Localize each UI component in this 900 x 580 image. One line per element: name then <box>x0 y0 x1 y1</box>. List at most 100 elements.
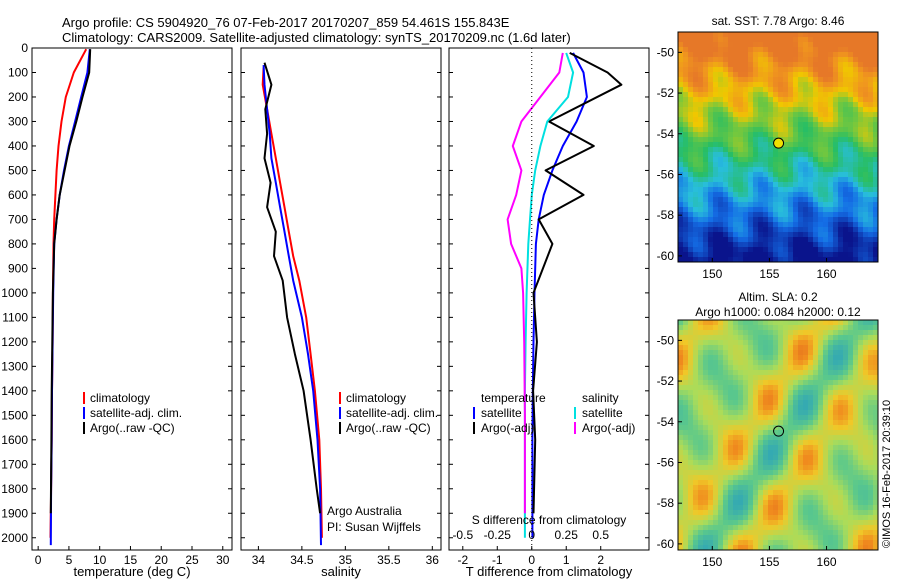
map-cell <box>773 172 779 178</box>
map-cell <box>678 365 684 371</box>
map-cell <box>798 365 804 371</box>
map-cell <box>868 375 874 381</box>
map-cell <box>743 122 749 128</box>
map-cell <box>793 182 799 188</box>
map-cell <box>773 237 779 243</box>
map-cell <box>738 147 744 153</box>
map-cell <box>863 117 869 123</box>
map-cell <box>788 117 794 123</box>
map-cell <box>768 530 774 536</box>
map-cell <box>763 530 769 536</box>
map-cell <box>768 385 774 391</box>
map-cell <box>758 465 764 471</box>
map-cell <box>778 400 784 406</box>
map-cell <box>753 222 759 228</box>
map-cell <box>788 127 794 133</box>
map-cell <box>833 112 839 118</box>
map-cell <box>773 545 779 550</box>
map-cell <box>753 435 759 441</box>
map-cell <box>863 355 869 361</box>
map-cell <box>748 445 754 451</box>
map-cell <box>833 137 839 143</box>
map-cell <box>873 375 878 381</box>
map-cell <box>788 490 794 496</box>
map-cell <box>833 455 839 461</box>
map-cell <box>698 242 704 248</box>
map-cell <box>723 247 729 253</box>
map-cell <box>753 157 759 163</box>
map-cell <box>843 505 849 511</box>
map-cell <box>758 425 764 431</box>
map-cell <box>748 420 754 426</box>
map-cell <box>743 480 749 486</box>
map-cell <box>803 320 809 326</box>
map-cell <box>713 405 719 411</box>
map-cell <box>838 380 844 386</box>
map-cell <box>863 37 869 43</box>
map-cell <box>708 540 714 546</box>
map-cell <box>838 157 844 163</box>
map-y-tick-label: -50 <box>657 45 675 59</box>
map-cell <box>718 242 724 248</box>
map-cell <box>718 97 724 103</box>
map-cell <box>758 107 764 113</box>
map-cell <box>848 157 854 163</box>
map-cell <box>818 350 824 356</box>
map-cell <box>728 37 734 43</box>
map-cell <box>853 500 859 506</box>
map-cell <box>768 32 774 38</box>
map-cell <box>788 222 794 228</box>
map-cell <box>798 172 804 178</box>
map-cell <box>713 480 719 486</box>
map-cell <box>683 97 689 103</box>
map-cell <box>718 152 724 158</box>
map-cell <box>858 495 864 501</box>
map-cell <box>818 320 824 326</box>
map-cell <box>843 520 849 526</box>
map-cell <box>783 405 789 411</box>
map-cell <box>723 242 729 248</box>
map-cell <box>813 365 819 371</box>
map-cell <box>713 107 719 113</box>
map-cell <box>803 252 809 258</box>
map-cell <box>868 127 874 133</box>
map-cell <box>768 480 774 486</box>
map-cell <box>778 380 784 386</box>
map-cell <box>788 455 794 461</box>
map-cell <box>768 132 774 138</box>
map-cell <box>868 415 874 421</box>
map-cell <box>723 485 729 491</box>
map-cell <box>753 365 759 371</box>
map-cell <box>778 167 784 173</box>
x-tick-label: -2 <box>457 553 468 567</box>
map-cell <box>708 430 714 436</box>
map-cell <box>853 137 859 143</box>
map-cell <box>813 57 819 63</box>
map-cell <box>808 32 814 38</box>
map-cell <box>783 320 789 326</box>
map-cell <box>783 197 789 203</box>
map-cell <box>678 162 684 168</box>
map-cell <box>698 112 704 118</box>
map-cell <box>793 390 799 396</box>
map-cell <box>703 540 709 546</box>
map-cell <box>793 107 799 113</box>
map-cell <box>688 182 694 188</box>
map-cell <box>803 197 809 203</box>
map-cell <box>748 102 754 108</box>
map-cell <box>773 232 779 238</box>
map-x-tick-label: 155 <box>759 267 779 281</box>
map-cell <box>748 360 754 366</box>
map-cell <box>688 360 694 366</box>
map-cell <box>723 197 729 203</box>
map-cell <box>733 525 739 531</box>
map-cell <box>798 147 804 153</box>
map-cell <box>693 32 699 38</box>
map-cell <box>728 72 734 78</box>
map-cell <box>698 227 704 233</box>
map-cell <box>858 192 864 198</box>
map-cell <box>723 82 729 88</box>
depth-axis: 0100200300400500600700800900100011001200… <box>1 41 649 545</box>
map-cell <box>798 42 804 48</box>
map-cell <box>848 410 854 416</box>
